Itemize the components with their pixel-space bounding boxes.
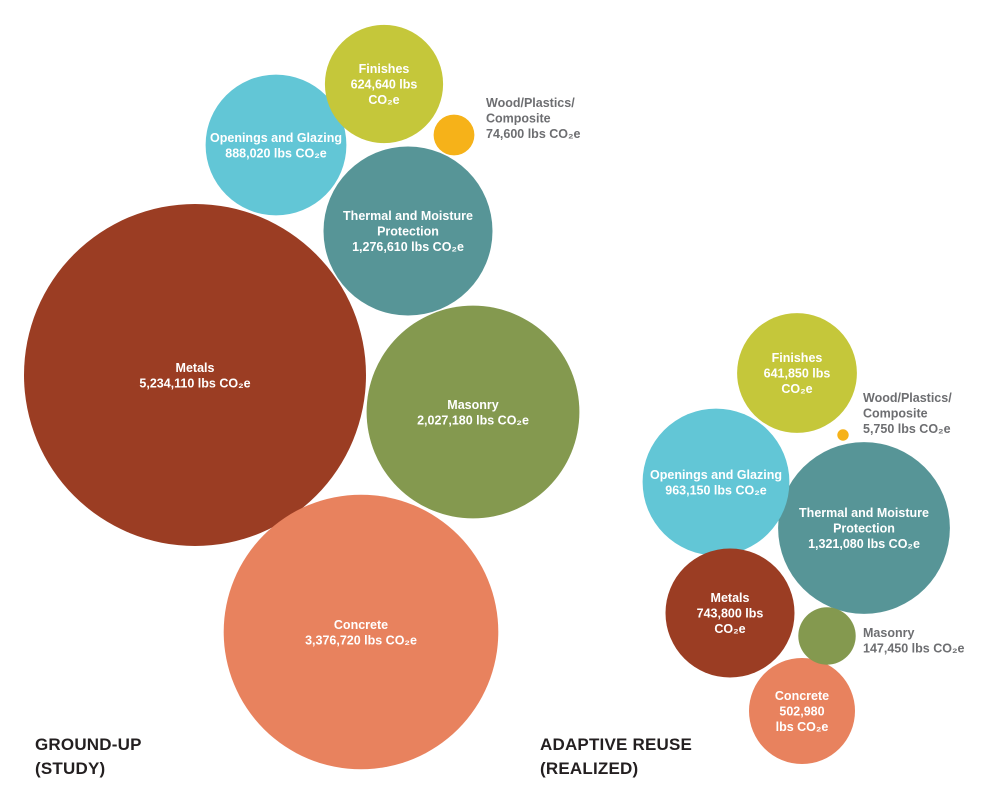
adaptive-reuse-concrete-label-line-2: 502,980: [779, 705, 824, 719]
ground-up-finishes-label-line-1: Finishes: [359, 62, 410, 76]
ground-up-concrete-bubble: [223, 494, 499, 770]
adaptive-reuse-concrete-bubble: [749, 658, 855, 764]
adaptive-reuse-metals-label-line-2: 743,800 lbs: [697, 607, 764, 621]
ground-up-openings-label: Openings and Glazing 888,020 lbs CO₂e: [210, 131, 342, 161]
ground-up-metals-label-line-2: 5,234,110 lbs CO₂e: [139, 376, 250, 390]
adaptive-reuse-thermal-label: Thermal and Moisture Protection 1,321,080 …: [799, 506, 929, 551]
adaptive-reuse-concrete-label: Concrete 502,980 lbs CO₂e: [775, 689, 829, 734]
adaptive-reuse-wood-label-line-2: Composite: [863, 407, 928, 421]
ground-up-masonry-label-line-2: 2,027,180 lbs CO₂e: [417, 413, 529, 427]
ground-up-title-line-2: (STUDY): [35, 759, 106, 778]
adaptive-reuse-wood-bubble: [837, 429, 849, 441]
ground-up-thermal-label-line-2: Protection: [377, 225, 439, 239]
ground-up-masonry-label: Masonry 2,027,180 lbs CO₂e: [417, 398, 529, 428]
ground-up-thermal-label-line-1: Thermal and Moisture: [343, 209, 473, 223]
adaptive-reuse-concrete-label-line-1: Concrete: [775, 689, 829, 703]
adaptive-reuse-thermal-label-line-1: Thermal and Moisture: [799, 506, 929, 520]
adaptive-reuse-masonry-label-line-1: Masonry: [863, 626, 914, 640]
ground-up-masonry-label-line-1: Masonry: [447, 398, 498, 412]
ground-up-openings-label-line-2: 888,020 lbs CO₂e: [225, 146, 326, 160]
ground-up-metals-label-line-1: Metals: [176, 361, 215, 375]
adaptive-reuse-title-line-1: ADAPTIVE REUSE: [540, 735, 693, 754]
ground-up-thermal-label: Thermal and Moisture Protection 1,276,610 …: [343, 209, 473, 254]
ground-up-wood-label-line-2: Composite: [486, 112, 551, 126]
ground-up-finishes-label: Finishes 624,640 lbs CO₂e: [351, 62, 418, 107]
ground-up-openings-bubble: [205, 74, 347, 216]
ground-up-openings-label-line-1: Openings and Glazing: [210, 131, 342, 145]
ground-up-finishes-label-line-3: CO₂e: [368, 93, 399, 107]
adaptive-reuse-finishes-label-line-1: Finishes: [772, 351, 823, 365]
adaptive-reuse-thermal-label-line-2: Protection: [833, 522, 895, 536]
ground-up-wood-label-line-3: 74,600 lbs CO₂e: [486, 127, 581, 141]
adaptive-reuse-metals-label-line-3: CO₂e: [714, 622, 745, 636]
adaptive-reuse-wood-label-line-1: Wood/Plastics/: [863, 391, 952, 405]
adaptive-reuse-openings-label-line-1: Openings and Glazing: [650, 468, 782, 482]
ground-up-wood-label-line-1: Wood/Plastics/: [486, 96, 575, 110]
adaptive-reuse-openings-bubble: [642, 408, 790, 556]
ground-up-finishes-label-line-2: 624,640 lbs: [351, 78, 418, 92]
adaptive-reuse-thermal-bubble: [778, 442, 950, 614]
adaptive-reuse-thermal-label-line-3: 1,321,080 lbs CO₂e: [808, 537, 920, 551]
adaptive-reuse-finishes-label-line-2: 641,850 lbs: [764, 367, 831, 381]
adaptive-reuse-finishes-bubble: [737, 313, 857, 433]
adaptive-reuse-wood-label-line-3: 5,750 lbs CO₂e: [863, 422, 951, 436]
adaptive-reuse-finishes-label: Finishes 641,850 lbs CO₂e: [764, 351, 831, 396]
adaptive-reuse-finishes-label-line-3: CO₂e: [781, 382, 812, 396]
adaptive-reuse-masonry-label: Masonry 147,450 lbs CO₂e: [863, 626, 964, 656]
ground-up-title: GROUND-UP (STUDY): [35, 733, 142, 781]
adaptive-reuse-concrete-label-line-3: lbs CO₂e: [776, 720, 829, 734]
adaptive-reuse-title-line-2: (REALIZED): [540, 759, 639, 778]
ground-up-masonry-bubble: [366, 305, 580, 519]
ground-up-metals-label: Metals 5,234,110 lbs CO₂e: [139, 361, 250, 391]
ground-up-concrete-label: Concrete 3,376,720 lbs CO₂e: [305, 618, 417, 648]
adaptive-reuse-wood-label: Wood/Plastics/Composite 5,750 lbs CO₂e: [863, 391, 952, 436]
adaptive-reuse-title: ADAPTIVE REUSE (REALIZED): [540, 733, 692, 781]
ground-up-title-line-1: GROUND-UP: [35, 735, 142, 754]
adaptive-reuse-masonry-bubble: [798, 607, 856, 665]
ground-up-wood-label: Wood/Plastics/Composite 74,600 lbs CO₂e: [486, 96, 581, 141]
ground-up-concrete-label-line-1: Concrete: [334, 618, 388, 632]
adaptive-reuse-metals-label-line-1: Metals: [711, 591, 750, 605]
adaptive-reuse-openings-label-line-2: 963,150 lbs CO₂e: [665, 483, 766, 497]
adaptive-reuse-metals-label: Metals 743,800 lbs CO₂e: [697, 591, 764, 636]
adaptive-reuse-masonry-label-line-2: 147,450 lbs CO₂e: [863, 642, 964, 656]
ground-up-wood-bubble: [433, 114, 475, 156]
ground-up-metals-bubble: [24, 204, 366, 546]
ground-up-thermal-label-line-3: 1,276,610 lbs CO₂e: [352, 240, 464, 254]
ground-up-thermal-bubble: [323, 146, 493, 316]
adaptive-reuse-metals-bubble: [665, 548, 795, 678]
ground-up-concrete-label-line-2: 3,376,720 lbs CO₂e: [305, 633, 417, 647]
ground-up-finishes-bubble: [324, 24, 444, 144]
adaptive-reuse-openings-label: Openings and Glazing 963,150 lbs CO₂e: [650, 468, 782, 498]
